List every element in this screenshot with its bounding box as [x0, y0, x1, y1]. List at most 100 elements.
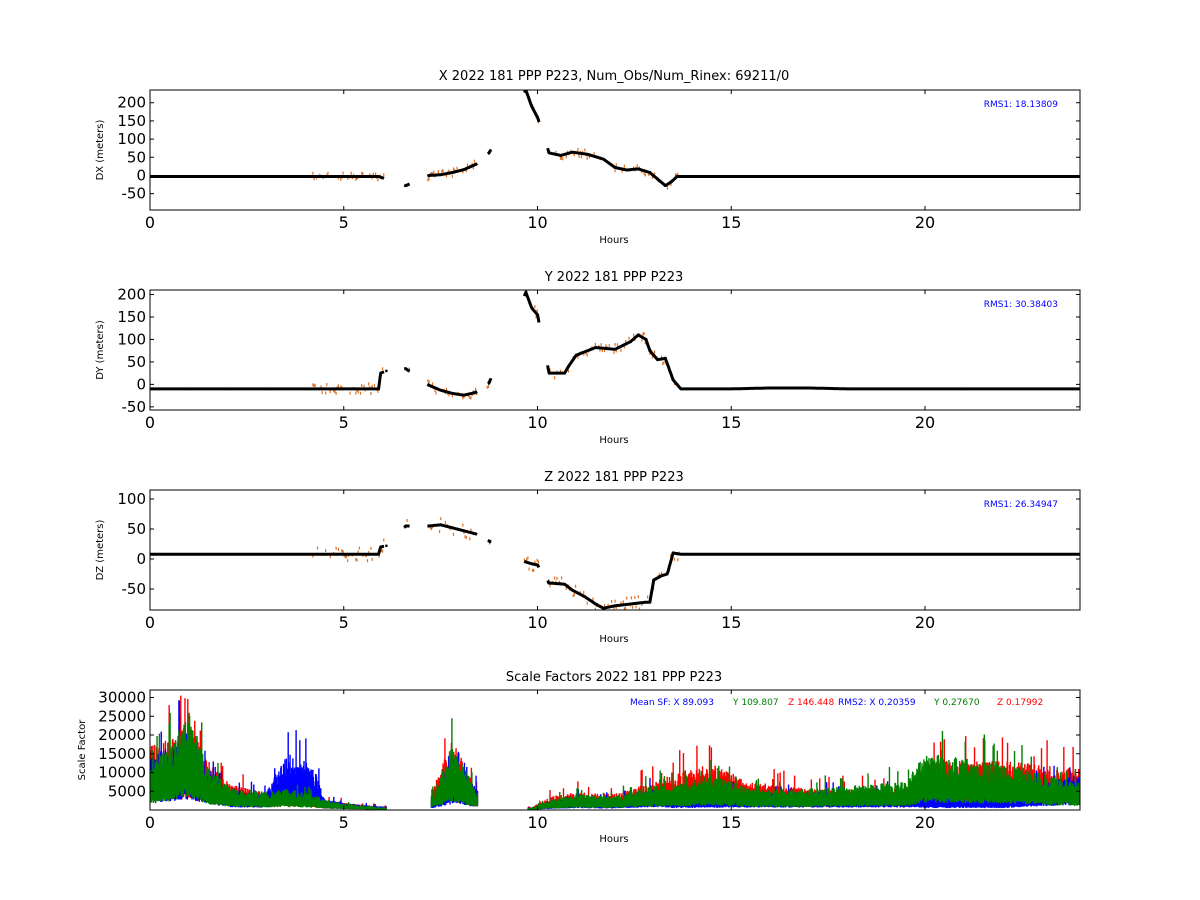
solution-point	[404, 184, 407, 187]
sigma-point	[448, 169, 450, 173]
solution-point	[637, 333, 640, 337]
sigma-point	[428, 177, 430, 181]
solution-point	[451, 171, 454, 174]
sf-point	[696, 745, 698, 801]
solution-point	[462, 168, 466, 171]
panel-dy-ytick-label: 150	[117, 308, 146, 326]
sf-point	[958, 798, 960, 807]
sigma-point	[573, 153, 576, 157]
solution-point	[524, 560, 528, 564]
solution-point	[664, 357, 667, 360]
sigma-point	[355, 557, 357, 561]
sf-point	[451, 748, 454, 801]
sf-point	[204, 750, 206, 798]
sigma-point	[313, 177, 315, 181]
solution-point	[567, 365, 570, 368]
panel-dy-xtick-label: 5	[339, 413, 349, 432]
solution-point	[669, 180, 673, 184]
sigma-point	[342, 171, 344, 175]
solution-point	[303, 175, 307, 178]
sigma-point	[344, 555, 346, 559]
sigma-point	[361, 384, 363, 388]
sf-point	[1006, 742, 1009, 798]
panel-dy-xtick-label: 10	[527, 413, 547, 432]
panel-dx-ytick-label: 100	[117, 130, 146, 148]
solution-point	[187, 175, 190, 178]
sf-point	[475, 775, 477, 805]
panel-dz-xtick-label: 20	[915, 613, 935, 632]
sigma-point	[383, 538, 385, 542]
panel-dz-rms-annotation: RMS1: 26.34947	[984, 500, 1058, 510]
panel-dy-marks	[150, 290, 1080, 400]
sigma-point	[533, 568, 535, 572]
sigma-point	[554, 376, 556, 380]
sigma-point	[663, 361, 665, 365]
solution-point	[226, 553, 229, 556]
sf-point	[783, 770, 785, 806]
sigma-point	[356, 176, 358, 180]
sf-point	[432, 786, 434, 807]
sigma-point	[613, 350, 615, 354]
sigma-point	[427, 379, 429, 383]
solution-point	[439, 523, 442, 526]
sf-point	[217, 763, 219, 805]
sigma-point	[408, 367, 410, 371]
sigma-point	[573, 593, 576, 597]
sigma-point	[523, 558, 526, 562]
panel-dx: X 2022 181 PPP P223, Num_Obs/Num_Rinex: …	[95, 69, 1081, 246]
solution-point	[361, 553, 365, 556]
sigma-point	[382, 367, 384, 371]
panel-dx-ytick-label: 200	[117, 94, 146, 112]
solution-point	[613, 604, 617, 607]
solution-point	[474, 163, 477, 166]
sigma-point	[462, 523, 464, 527]
sigma-point	[427, 178, 429, 182]
solution-point	[342, 175, 345, 178]
sigma-point	[329, 390, 331, 394]
sigma-point	[616, 343, 619, 347]
solution-point	[656, 177, 659, 181]
sigma-point	[445, 174, 448, 178]
solution-point	[427, 174, 431, 177]
sf-point	[300, 764, 302, 798]
sigma-point	[471, 162, 473, 166]
panel-dx-rms-annotation: RMS1: 18.13809	[984, 100, 1059, 110]
panel-dx-ylabel: DX (meters)	[95, 119, 106, 180]
sigma-point	[438, 529, 441, 533]
sigma-point	[594, 342, 596, 346]
sigma-point	[444, 520, 446, 524]
legend-mean-sf-z: Z 146.448	[788, 698, 835, 708]
solution-point	[648, 349, 652, 352]
sigma-point	[565, 155, 567, 159]
sigma-point	[440, 517, 442, 521]
sigma-point	[350, 171, 352, 175]
sigma-point	[448, 393, 450, 397]
sigma-point	[534, 305, 536, 309]
solution-point	[679, 387, 683, 391]
sigma-point	[373, 383, 376, 387]
sigma-point	[357, 390, 359, 394]
sigma-point	[605, 344, 607, 348]
panel-dx-xtick-label: 5	[339, 213, 349, 232]
panel-dz-ytick-label: 100	[117, 490, 146, 508]
sigma-point	[600, 343, 602, 347]
sigma-point	[527, 556, 529, 560]
sf-point	[365, 802, 368, 810]
sigma-point	[312, 171, 314, 175]
sigma-point	[641, 602, 643, 606]
sigma-point	[586, 353, 588, 357]
sigma-point	[435, 391, 437, 395]
sigma-point	[329, 555, 331, 559]
solution-point	[226, 387, 229, 391]
sigma-point	[623, 345, 625, 349]
sigma-point	[355, 177, 357, 181]
sigma-point	[313, 384, 315, 388]
solution-point	[323, 553, 326, 556]
sigma-point	[654, 350, 656, 354]
solution-point	[226, 175, 229, 178]
sigma-point	[642, 332, 644, 336]
sigma-point	[536, 558, 538, 562]
sigma-point	[320, 385, 322, 389]
sf-point	[682, 753, 685, 805]
sigma-point	[370, 391, 372, 395]
